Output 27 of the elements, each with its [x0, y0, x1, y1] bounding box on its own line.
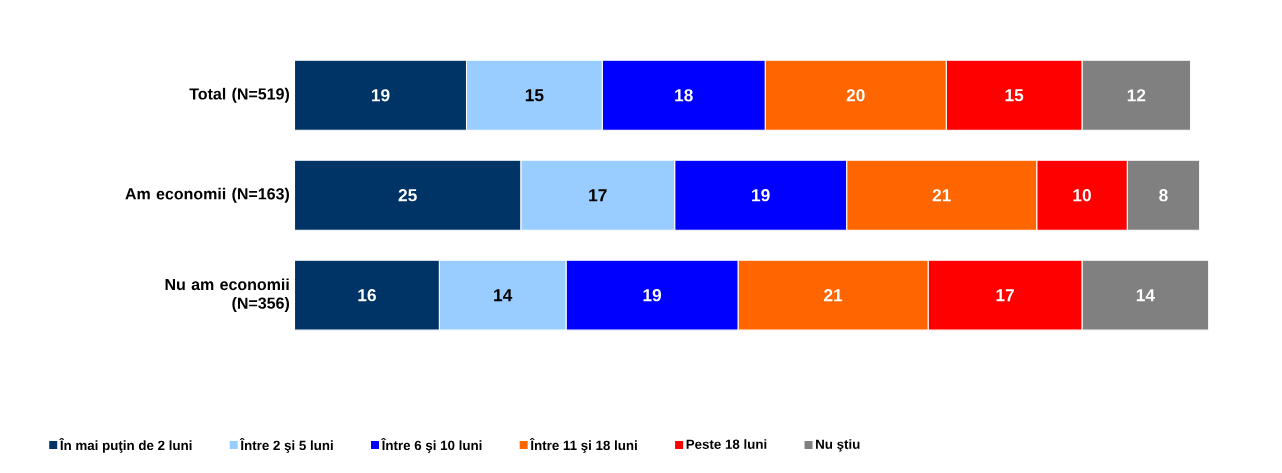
data-label: 10 — [1073, 189, 1091, 202]
data-label: 14 — [1136, 289, 1155, 302]
data-label: 18 — [675, 89, 693, 102]
data-label: 19 — [752, 189, 770, 202]
y-tick-label: Nu am economii (N=356) — [165, 278, 289, 312]
data-label: 17 — [589, 189, 607, 202]
legend-label: Între 11 şi 18 luni — [529, 437, 637, 453]
legend-label: Nu ştiu — [816, 439, 860, 452]
legend-label: În mai puţin de 2 luni — [59, 437, 192, 453]
data-label: 16 — [358, 289, 376, 302]
y-tick-label: Am economii (N=163) — [125, 187, 289, 203]
data-label: 19 — [643, 289, 662, 302]
data-label: 15 — [1005, 89, 1024, 102]
data-label: 21 — [932, 189, 951, 202]
data-label: 25 — [398, 189, 417, 202]
data-label: 12 — [1127, 89, 1146, 102]
legend-label: Între 2 şi 5 luni — [239, 437, 333, 453]
data-label: 8 — [1159, 189, 1168, 202]
data-label: 20 — [846, 89, 865, 102]
y-tick-label: Total (N=519) — [189, 87, 290, 103]
legend-label: Între 6 şi 10 luni — [381, 437, 482, 453]
data-label: 21 — [824, 289, 843, 302]
legend-label: Peste 18 luni — [686, 439, 767, 449]
data-label: 15 — [525, 89, 544, 102]
data-label: 14 — [494, 289, 513, 302]
data-label: 19 — [371, 89, 390, 102]
data-label: 17 — [996, 289, 1014, 302]
